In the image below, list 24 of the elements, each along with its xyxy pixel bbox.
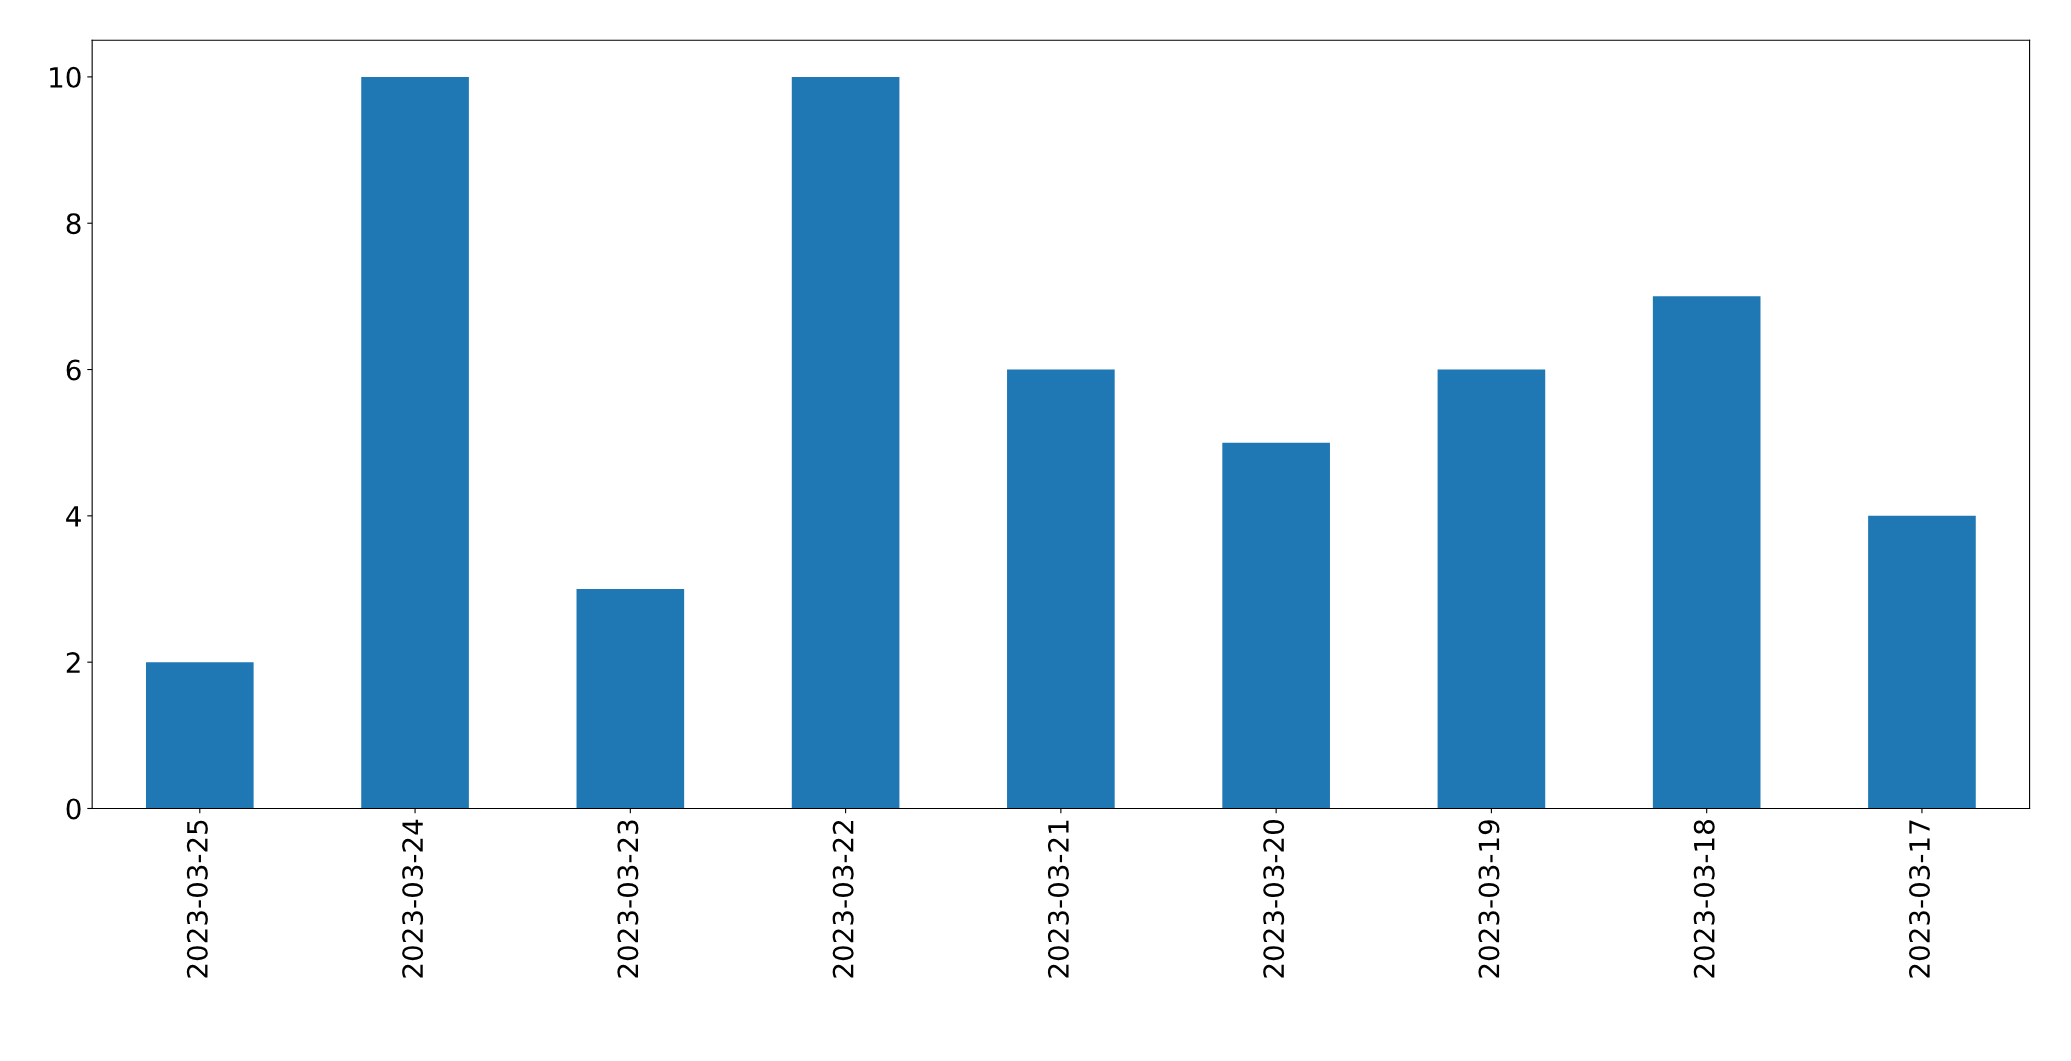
bar: [1868, 515, 1976, 809]
bar: [1437, 369, 1546, 809]
x-tick-label: 2023-03-20: [1263, 820, 1285, 978]
y-tick-label: 8: [66, 213, 81, 235]
bar: [1652, 296, 1761, 809]
y-tick-label: 2: [66, 652, 80, 673]
x-tick-label: 2023-03-24: [402, 819, 424, 978]
y-tick-label: 0: [66, 798, 81, 820]
x-tick-label: 2023-03-22: [832, 820, 854, 978]
x-tick-label: 2023-03-21: [1047, 820, 1069, 978]
x-tick-label: 2023-03-18: [1693, 820, 1715, 978]
bar: [1007, 369, 1115, 809]
bar: [145, 662, 254, 809]
x-tick-label: 2023-03-25: [186, 820, 208, 978]
x-tick-label: 2023-03-23: [617, 820, 639, 978]
y-tick-label: 6: [66, 359, 81, 381]
x-tick-label: 2023-03-17: [1908, 820, 1931, 978]
y-tick-label: 4: [66, 506, 81, 527]
bar: [791, 76, 900, 809]
bar: [361, 76, 469, 809]
bar: [576, 589, 685, 809]
x-tick-label: 2023-03-19: [1478, 820, 1500, 978]
y-tick-label: 10: [50, 66, 81, 88]
bar: [1222, 442, 1330, 809]
